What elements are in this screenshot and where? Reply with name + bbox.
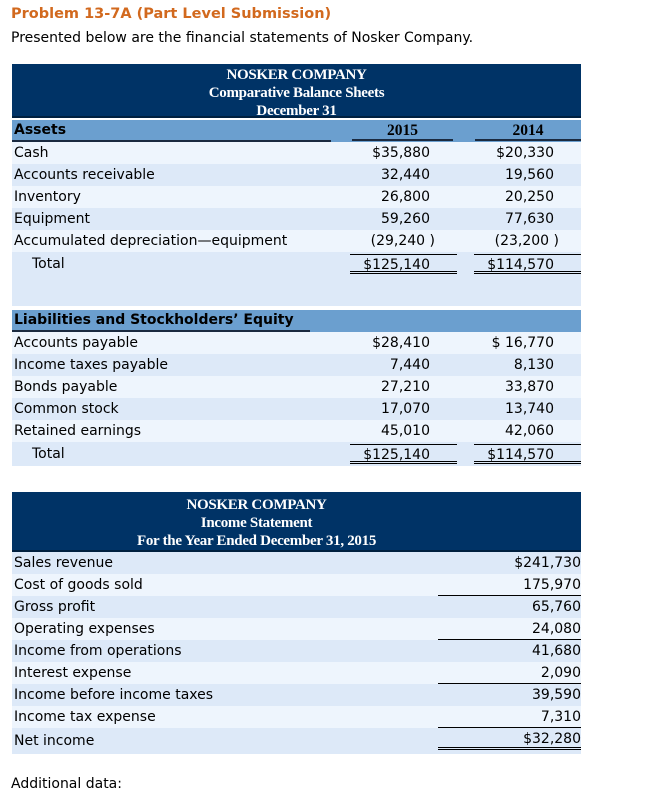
balance-sheet-header: NOSKER COMPANY Comparative Balance Sheet… (12, 64, 581, 119)
statement-period: For the Year Ended December 31, 2015 (136, 533, 377, 549)
liabilities-header-row: Liabilities and Stockholders’ Equity (12, 310, 581, 332)
row-label: Gross profit (14, 599, 96, 615)
table-row: Accounts receivable 32,440 19,560 (12, 164, 581, 186)
row-label: Income tax expense (14, 709, 156, 725)
row-label: Cost of goods sold (14, 577, 143, 593)
table-row: Inventory 26,800 20,250 (12, 186, 581, 208)
row-label: Inventory (14, 189, 81, 205)
row-label: Interest expense (14, 665, 132, 681)
year-2015-header: 2015 (352, 121, 453, 141)
value-2014: 19,560 (505, 167, 554, 183)
value-2015: $125,140 (363, 447, 430, 463)
income-statement-header: NOSKER COMPANY Income Statement For the … (12, 492, 581, 552)
table-row: Bonds payable 27,210 33,870 (12, 376, 581, 398)
income-statement: NOSKER COMPANY Income Statement For the … (12, 492, 581, 754)
row-value: 39,590 (532, 687, 581, 703)
value-2015: 26,800 (381, 189, 430, 205)
row-label: Accounts receivable (14, 167, 155, 183)
statement-date: December 31 (256, 103, 337, 119)
value-2014: $20,330 (496, 145, 554, 161)
value-2014: 13,740 (505, 401, 554, 417)
table-row: Equipment 59,260 77,630 (12, 208, 581, 230)
row-label: Sales revenue (14, 555, 114, 571)
row-label: Net income (14, 733, 95, 749)
value-2015: 45,010 (381, 423, 430, 439)
row-value: $32,280 (438, 728, 581, 750)
value-2015: $125,140 (363, 257, 430, 273)
row-value: 2,090 (438, 662, 581, 684)
problem-title: Problem 13-7A (Part Level Submission) (11, 6, 332, 22)
company-name: NOSKER COMPANY (186, 497, 327, 513)
value-2014: 33,870 (505, 379, 554, 395)
value-2015: (29,240 ) (370, 233, 435, 249)
row-label: Accounts payable (14, 335, 138, 351)
table-row: Accounts payable $28,410 $ 16,770 (12, 332, 581, 354)
value-2014: 42,060 (505, 423, 554, 439)
statement-name: Comparative Balance Sheets (208, 85, 385, 101)
liabilities-total-row: Total $125,140 $114,570 (12, 442, 581, 466)
row-label: Cash (14, 145, 49, 161)
value-2014: $114,570 (487, 257, 554, 273)
value-2015: 7,440 (389, 357, 430, 373)
row-value: 41,680 (532, 643, 581, 659)
table-row: Cost of goods sold 175,970 (12, 574, 581, 596)
row-label: Total (32, 446, 65, 462)
row-label: Income before income taxes (14, 687, 214, 703)
table-row: Operating expenses 24,080 (12, 618, 581, 640)
row-label: Retained earnings (14, 423, 142, 439)
value-2015: 59,260 (381, 211, 430, 227)
table-row: Cash $35,880 $20,330 (12, 142, 581, 164)
problem-description: Presented below are the financial statem… (11, 30, 474, 46)
table-row: Income taxes payable 7,440 8,130 (12, 354, 581, 376)
assets-header: Assets (12, 120, 331, 142)
table-row: Income tax expense 7,310 (12, 706, 581, 728)
table-row: Net income $32,280 (12, 728, 581, 754)
value-2014: 20,250 (505, 189, 554, 205)
table-row: Income before income taxes 39,590 (12, 684, 581, 706)
row-value: 65,760 (532, 599, 581, 615)
value-2014: $114,570 (487, 447, 554, 463)
row-label: Total (32, 256, 65, 272)
spacer-row (12, 276, 581, 306)
value-2015: 32,440 (381, 167, 430, 183)
table-row: Sales revenue $241,730 (12, 552, 581, 574)
table-row: Accumulated depreciation—equipment (29,24… (12, 230, 581, 252)
row-label: Income taxes payable (14, 357, 168, 373)
row-label: Income from operations (14, 643, 182, 659)
table-row: Gross profit 65,760 (12, 596, 581, 618)
value-2014: $ 16,770 (491, 335, 554, 351)
row-value: $241,730 (514, 555, 581, 571)
year-2014-header: 2014 (475, 121, 581, 141)
row-label: Bonds payable (14, 379, 118, 395)
value-2015: $35,880 (372, 145, 430, 161)
liabilities-header: Liabilities and Stockholders’ Equity (12, 310, 310, 332)
assets-header-row: Assets 2015 2014 (12, 120, 581, 142)
row-value: 175,970 (438, 574, 581, 596)
statement-name: Income Statement (200, 515, 313, 531)
value-2015: 27,210 (381, 379, 430, 395)
row-value: 24,080 (438, 618, 581, 640)
value-2015: $28,410 (372, 335, 430, 351)
value-2014: (23,200 ) (494, 233, 559, 249)
row-label: Operating expenses (14, 621, 155, 637)
table-row: Retained earnings 45,010 42,060 (12, 420, 581, 442)
value-2015: 17,070 (381, 401, 430, 417)
row-label: Common stock (14, 401, 119, 417)
row-label: Equipment (14, 211, 90, 227)
table-row: Common stock 17,070 13,740 (12, 398, 581, 420)
row-value: 7,310 (438, 706, 581, 728)
assets-total-row: Total $125,140 $114,570 (12, 252, 581, 276)
company-name: NOSKER COMPANY (226, 67, 367, 83)
value-2014: 77,630 (505, 211, 554, 227)
table-row: Interest expense 2,090 (12, 662, 581, 684)
balance-sheet: NOSKER COMPANY Comparative Balance Sheet… (12, 64, 581, 466)
table-row: Income from operations 41,680 (12, 640, 581, 662)
additional-data-label: Additional data: (11, 776, 122, 792)
row-label: Accumulated depreciation—equipment (14, 233, 288, 249)
value-2014: 8,130 (513, 357, 554, 373)
